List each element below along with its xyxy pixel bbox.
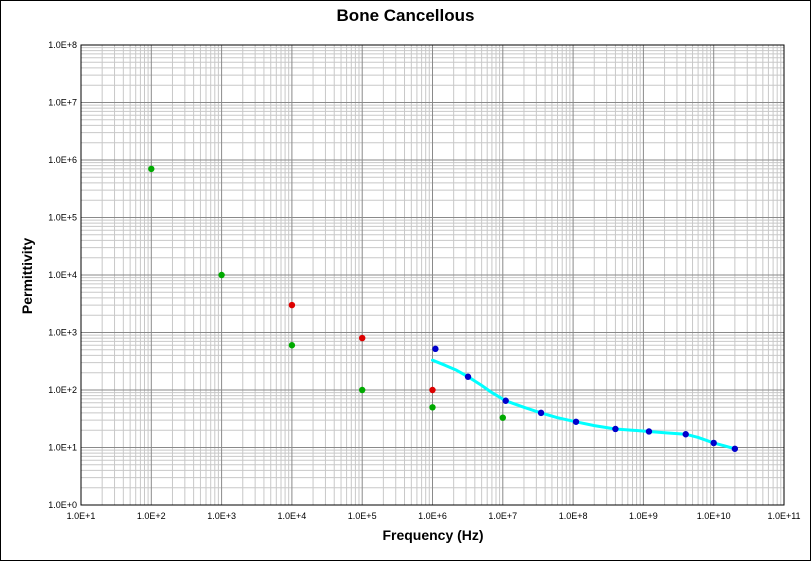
- plot-border: [80, 44, 785, 506]
- y-tick-label: 1.0E+7: [48, 98, 77, 108]
- x-tick-label: 1.0E+10: [697, 511, 731, 521]
- x-tick-label: 1.0E+9: [629, 511, 658, 521]
- data-point: [645, 428, 653, 435]
- y-tick-label: 1.0E+4: [48, 270, 77, 280]
- data-point: [429, 386, 436, 394]
- data-point: [288, 301, 296, 309]
- x-tick-label: 1.0E+5: [348, 511, 377, 521]
- x-axis-label: Frequency (Hz): [382, 527, 484, 543]
- x-tick-label: 1.0E+6: [418, 511, 447, 521]
- data-point: [537, 409, 545, 417]
- x-tick-label: 1.0E+11: [767, 511, 800, 521]
- y-tick-label: 1.0E+6: [48, 155, 77, 165]
- data-point: [682, 431, 689, 438]
- data-point: [572, 418, 580, 425]
- x-tick-label: 1.0E+3: [207, 511, 236, 521]
- y-tick-label: 1.0E+3: [48, 328, 77, 338]
- data-point: [612, 425, 619, 433]
- chart-title: Bone Cancellous: [336, 6, 475, 25]
- data-point: [359, 334, 366, 342]
- data-point: [429, 404, 436, 411]
- x-tick-label: 1.0E+7: [488, 511, 517, 521]
- data-point: [432, 345, 439, 353]
- data-point: [359, 386, 366, 394]
- data-point: [499, 414, 506, 421]
- y-tick-label: 1.0E+1: [48, 443, 77, 453]
- y-tick-label: 1.0E+5: [48, 213, 77, 223]
- data-point: [731, 445, 739, 452]
- data-point: [464, 373, 472, 380]
- y-tick-label: 1.0E+0: [48, 500, 77, 510]
- x-tick-label: 1.0E+4: [278, 511, 307, 521]
- data-point: [502, 397, 509, 404]
- y-tick-label: 1.0E+8: [48, 40, 77, 50]
- x-tick-label: 1.0E+2: [137, 511, 166, 521]
- data-point: [710, 439, 717, 447]
- data-point: [218, 271, 225, 279]
- x-tick-label: 1.0E+8: [559, 511, 588, 521]
- x-tick-label: 1.0E+1: [67, 511, 96, 521]
- data-point: [148, 165, 155, 173]
- data-point: [288, 342, 296, 349]
- y-tick-label: 1.0E+2: [48, 385, 77, 395]
